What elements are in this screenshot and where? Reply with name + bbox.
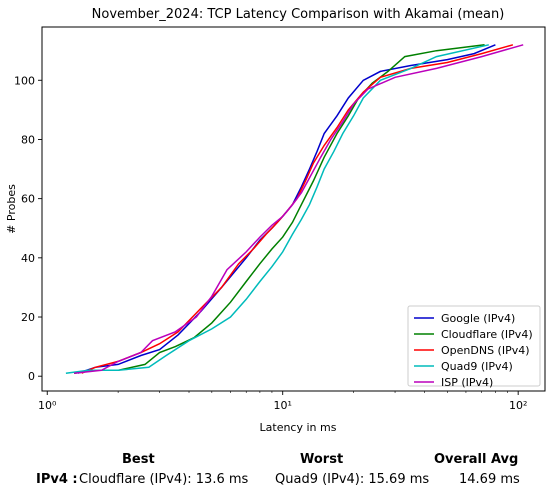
y-axis-label: # Probes [5,184,18,234]
y-tick-label: 100 [14,74,35,87]
worst-header: Worst [300,452,344,467]
series-line-4 [74,44,524,374]
legend-label-1: Cloudflare (IPv4) [441,328,533,341]
x-axis-label: Latency in ms [260,421,337,434]
latency-cdf-chart: November_2024: TCP Latency Comparison wi… [5,7,546,434]
legend-label-3: Quad9 (IPv4) [441,360,513,373]
worst-value: Quad9 (IPv4): 15.69 ms [275,472,430,487]
x-tick-label: 10⁰ [38,399,57,412]
x-tick-label: 10² [509,399,527,412]
x-axis: 10⁰ 10¹ 10² [38,391,527,412]
plot-lines [65,44,524,374]
y-tick-label: 40 [21,252,35,265]
y-tick-label: 0 [28,370,35,383]
overall-avg-header: Overall Avg [434,452,519,467]
series-line-1 [73,44,485,374]
x-tick-label: 10¹ [273,399,291,412]
y-tick-label: 80 [21,133,35,146]
chart-title: November_2024: TCP Latency Comparison wi… [92,7,505,22]
plot-frame [41,26,546,392]
y-axis: 0 20 40 60 80 100 [14,74,42,383]
y-tick-label: 20 [21,311,35,324]
legend: Google (IPv4) Cloudflare (IPv4) OpenDNS (I… [407,305,541,389]
y-tick-label: 60 [21,193,35,206]
overall-avg-value: 14.69 ms [459,472,520,487]
legend-label-4: ISP (IPv4) [441,376,493,389]
legend-label-0: Google (IPv4) [441,312,515,325]
best-header: Best [122,452,155,467]
legend-label-2: OpenDNS (IPv4) [441,344,530,357]
best-value: Cloudflare (IPv4): 13.6 ms [79,472,249,487]
legend-box [407,305,541,387]
series-line-3 [65,44,489,374]
ipv4-row-label: IPv4 : [36,472,78,487]
